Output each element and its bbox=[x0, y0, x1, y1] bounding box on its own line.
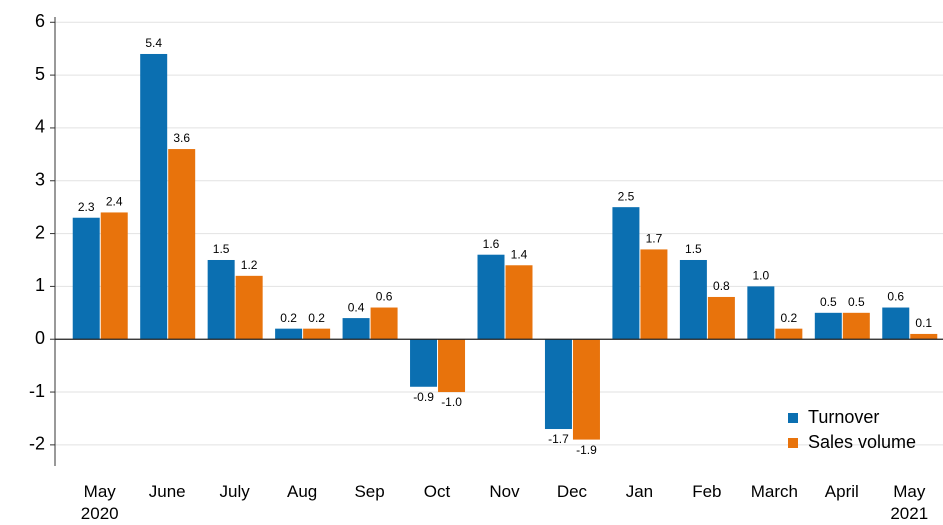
value-label: 0.1 bbox=[915, 316, 932, 330]
value-label: 0.6 bbox=[887, 290, 904, 304]
bar bbox=[342, 318, 370, 340]
bar bbox=[275, 328, 303, 340]
x-tick-label: Jan bbox=[625, 482, 654, 501]
y-tick-label: 6 bbox=[35, 11, 45, 31]
bar bbox=[640, 249, 668, 340]
value-label: 0.4 bbox=[348, 300, 365, 314]
x-tick-label: June bbox=[148, 482, 186, 501]
bar bbox=[438, 339, 466, 393]
value-label: 5.4 bbox=[145, 36, 162, 50]
bar bbox=[747, 286, 775, 340]
value-label: 1.6 bbox=[483, 237, 500, 251]
bar bbox=[140, 53, 168, 340]
value-label: 2.5 bbox=[618, 189, 635, 203]
value-label: 1.5 bbox=[685, 242, 702, 256]
value-label: 0.5 bbox=[848, 295, 865, 309]
x-tick-label: Sep bbox=[354, 482, 385, 501]
bar bbox=[303, 328, 331, 340]
bar bbox=[572, 339, 600, 440]
value-label: 2.3 bbox=[78, 200, 95, 214]
y-tick-label: 5 bbox=[35, 64, 45, 84]
bar bbox=[370, 307, 398, 340]
y-tick-label: 0 bbox=[35, 328, 45, 348]
x-tick-label: May 2020 bbox=[80, 482, 119, 523]
bar bbox=[477, 254, 505, 340]
x-tick-label: Oct bbox=[423, 482, 451, 501]
x-tick-label: March bbox=[750, 482, 798, 501]
value-label: 0.5 bbox=[820, 295, 837, 309]
legend-label: Turnover bbox=[808, 407, 879, 427]
x-tick-label: April bbox=[824, 482, 859, 501]
bar bbox=[842, 312, 870, 340]
value-label: 1.7 bbox=[646, 232, 663, 246]
bar bbox=[679, 259, 707, 340]
legend-swatch bbox=[788, 438, 798, 448]
bar bbox=[100, 212, 128, 340]
value-label: 0.2 bbox=[781, 311, 798, 325]
value-label: 3.6 bbox=[173, 131, 190, 145]
value-label: 0.6 bbox=[376, 290, 393, 304]
bar bbox=[168, 149, 196, 340]
bar bbox=[410, 339, 438, 387]
legend-label: Sales volume bbox=[808, 432, 916, 452]
x-tick-label: July bbox=[219, 482, 250, 501]
bar bbox=[882, 307, 910, 340]
bar bbox=[707, 296, 735, 340]
value-label: 0.8 bbox=[713, 279, 730, 293]
bar bbox=[910, 333, 938, 340]
value-label: 1.0 bbox=[753, 269, 770, 283]
y-tick-label: 2 bbox=[35, 222, 45, 242]
bar bbox=[544, 339, 572, 430]
value-label: 0.2 bbox=[308, 311, 325, 325]
value-label: -1.9 bbox=[576, 443, 597, 457]
value-label: 1.5 bbox=[213, 242, 230, 256]
x-tick-label: Nov bbox=[489, 482, 520, 501]
bar bbox=[775, 328, 803, 340]
value-label: 1.4 bbox=[511, 247, 528, 261]
value-label: 1.2 bbox=[241, 258, 258, 272]
bar bbox=[235, 275, 263, 340]
y-tick-label: -1 bbox=[29, 381, 45, 401]
legend-swatch bbox=[788, 413, 798, 423]
value-label: -1.0 bbox=[441, 395, 462, 409]
value-label: 2.4 bbox=[106, 195, 123, 209]
x-tick-label: May 2021 bbox=[890, 482, 929, 523]
bar bbox=[814, 312, 842, 340]
bar bbox=[505, 265, 533, 340]
value-label: 0.2 bbox=[280, 311, 297, 325]
bar bbox=[612, 207, 640, 340]
value-label: -1.7 bbox=[548, 432, 569, 446]
x-tick-label: Feb bbox=[692, 482, 722, 501]
y-tick-label: 4 bbox=[35, 117, 45, 137]
y-tick-label: -2 bbox=[29, 434, 45, 454]
bar bbox=[72, 217, 100, 340]
y-tick-label: 1 bbox=[35, 275, 45, 295]
y-tick-label: 3 bbox=[35, 170, 45, 190]
bar bbox=[207, 259, 235, 340]
x-tick-label: Aug bbox=[286, 482, 318, 501]
value-label: -0.9 bbox=[413, 390, 434, 404]
x-tick-label: Dec bbox=[556, 482, 588, 501]
